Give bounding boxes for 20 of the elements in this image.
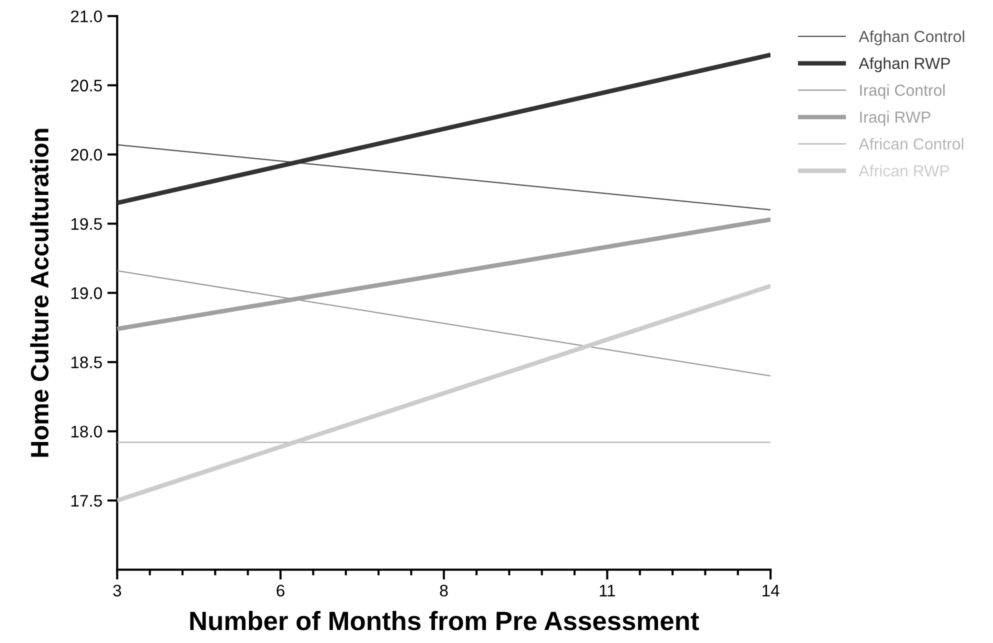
legend-label: Iraqi RWP: [860, 111, 930, 126]
y-tick-label: 20.5: [70, 80, 102, 92]
y-tick-label: 19.5: [71, 218, 102, 230]
y-tick-label: 20.0: [70, 148, 102, 161]
legend-label: Iraqi Control: [860, 84, 945, 100]
legend-label: Afghan Control: [858, 30, 964, 46]
y-tick-label: 17.5: [71, 495, 102, 507]
y-tick-label: 18.0: [71, 426, 102, 438]
y-tick-label: 21.0: [70, 10, 102, 22]
x-tick-label: 6: [276, 584, 284, 597]
legend-label: African Control: [858, 138, 964, 150]
x-tick-label: 11: [600, 584, 616, 596]
x-tick-label: 8: [440, 584, 448, 597]
y-tick-label: 19.0: [71, 287, 102, 300]
x-tick-label: 3: [113, 584, 122, 597]
legend-label: Afghan RWP: [858, 57, 950, 72]
y-tick-label: 18.5: [71, 356, 102, 368]
x-tick-label: 14: [762, 584, 780, 596]
y-axis-title: Home Culture Acculturation: [30, 128, 49, 457]
x-axis-title: Number of Months from Pre Assessment: [190, 610, 699, 630]
